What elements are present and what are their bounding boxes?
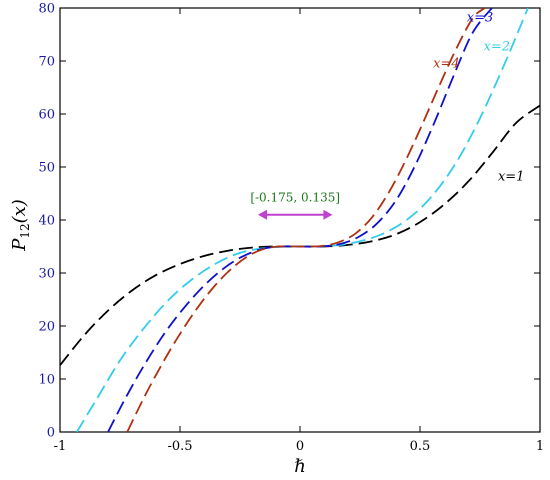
y-axis-label: P12(x) xyxy=(9,199,32,252)
plot-frame xyxy=(59,7,541,433)
curve-labels: x=1 x=2 x=3 x=4 [-0.175, 0.135] xyxy=(250,10,525,220)
y-tick-label: 20 xyxy=(38,320,55,335)
y-axis-label-arg: (x) xyxy=(9,199,30,223)
y-tick-label: 50 xyxy=(38,161,55,176)
series-line-1 xyxy=(60,104,540,366)
curve-label-x2: x=2 xyxy=(484,39,511,54)
y-tick-label: 60 xyxy=(38,108,55,123)
curve-label-x1: x=1 xyxy=(498,169,525,184)
y-tick-label: 10 xyxy=(38,373,55,388)
x-tick-label: 1 xyxy=(536,439,544,454)
x-tick-label: 0.5 xyxy=(410,439,431,454)
y-tick-label: 70 xyxy=(38,55,55,70)
curve-label-x4: x=4 xyxy=(433,56,460,71)
x-tick-label: -0.5 xyxy=(167,439,192,454)
y-axis-label-main: P xyxy=(9,238,30,252)
x-tick-label: 0 xyxy=(296,439,304,454)
x-tick-label: -1 xyxy=(54,439,67,454)
y-axis-label-sub: 12 xyxy=(18,223,32,238)
interval-arrow-right-head xyxy=(323,209,333,220)
y-tick-label: 80 xyxy=(38,2,55,17)
y-tick-label: 40 xyxy=(38,214,55,229)
curves xyxy=(60,8,540,432)
series-line-3 xyxy=(107,8,493,432)
y-tick-label: 0 xyxy=(47,426,55,441)
y-tick-label: 30 xyxy=(38,267,55,282)
curve-label-x3: x=3 xyxy=(467,10,494,25)
series-line-4 xyxy=(126,8,486,432)
interval-arrow-left-head xyxy=(258,209,267,220)
interval-label: [-0.175, 0.135] xyxy=(250,190,340,204)
x-axis-label: ℏ xyxy=(294,456,306,477)
series-line-2 xyxy=(76,8,529,432)
